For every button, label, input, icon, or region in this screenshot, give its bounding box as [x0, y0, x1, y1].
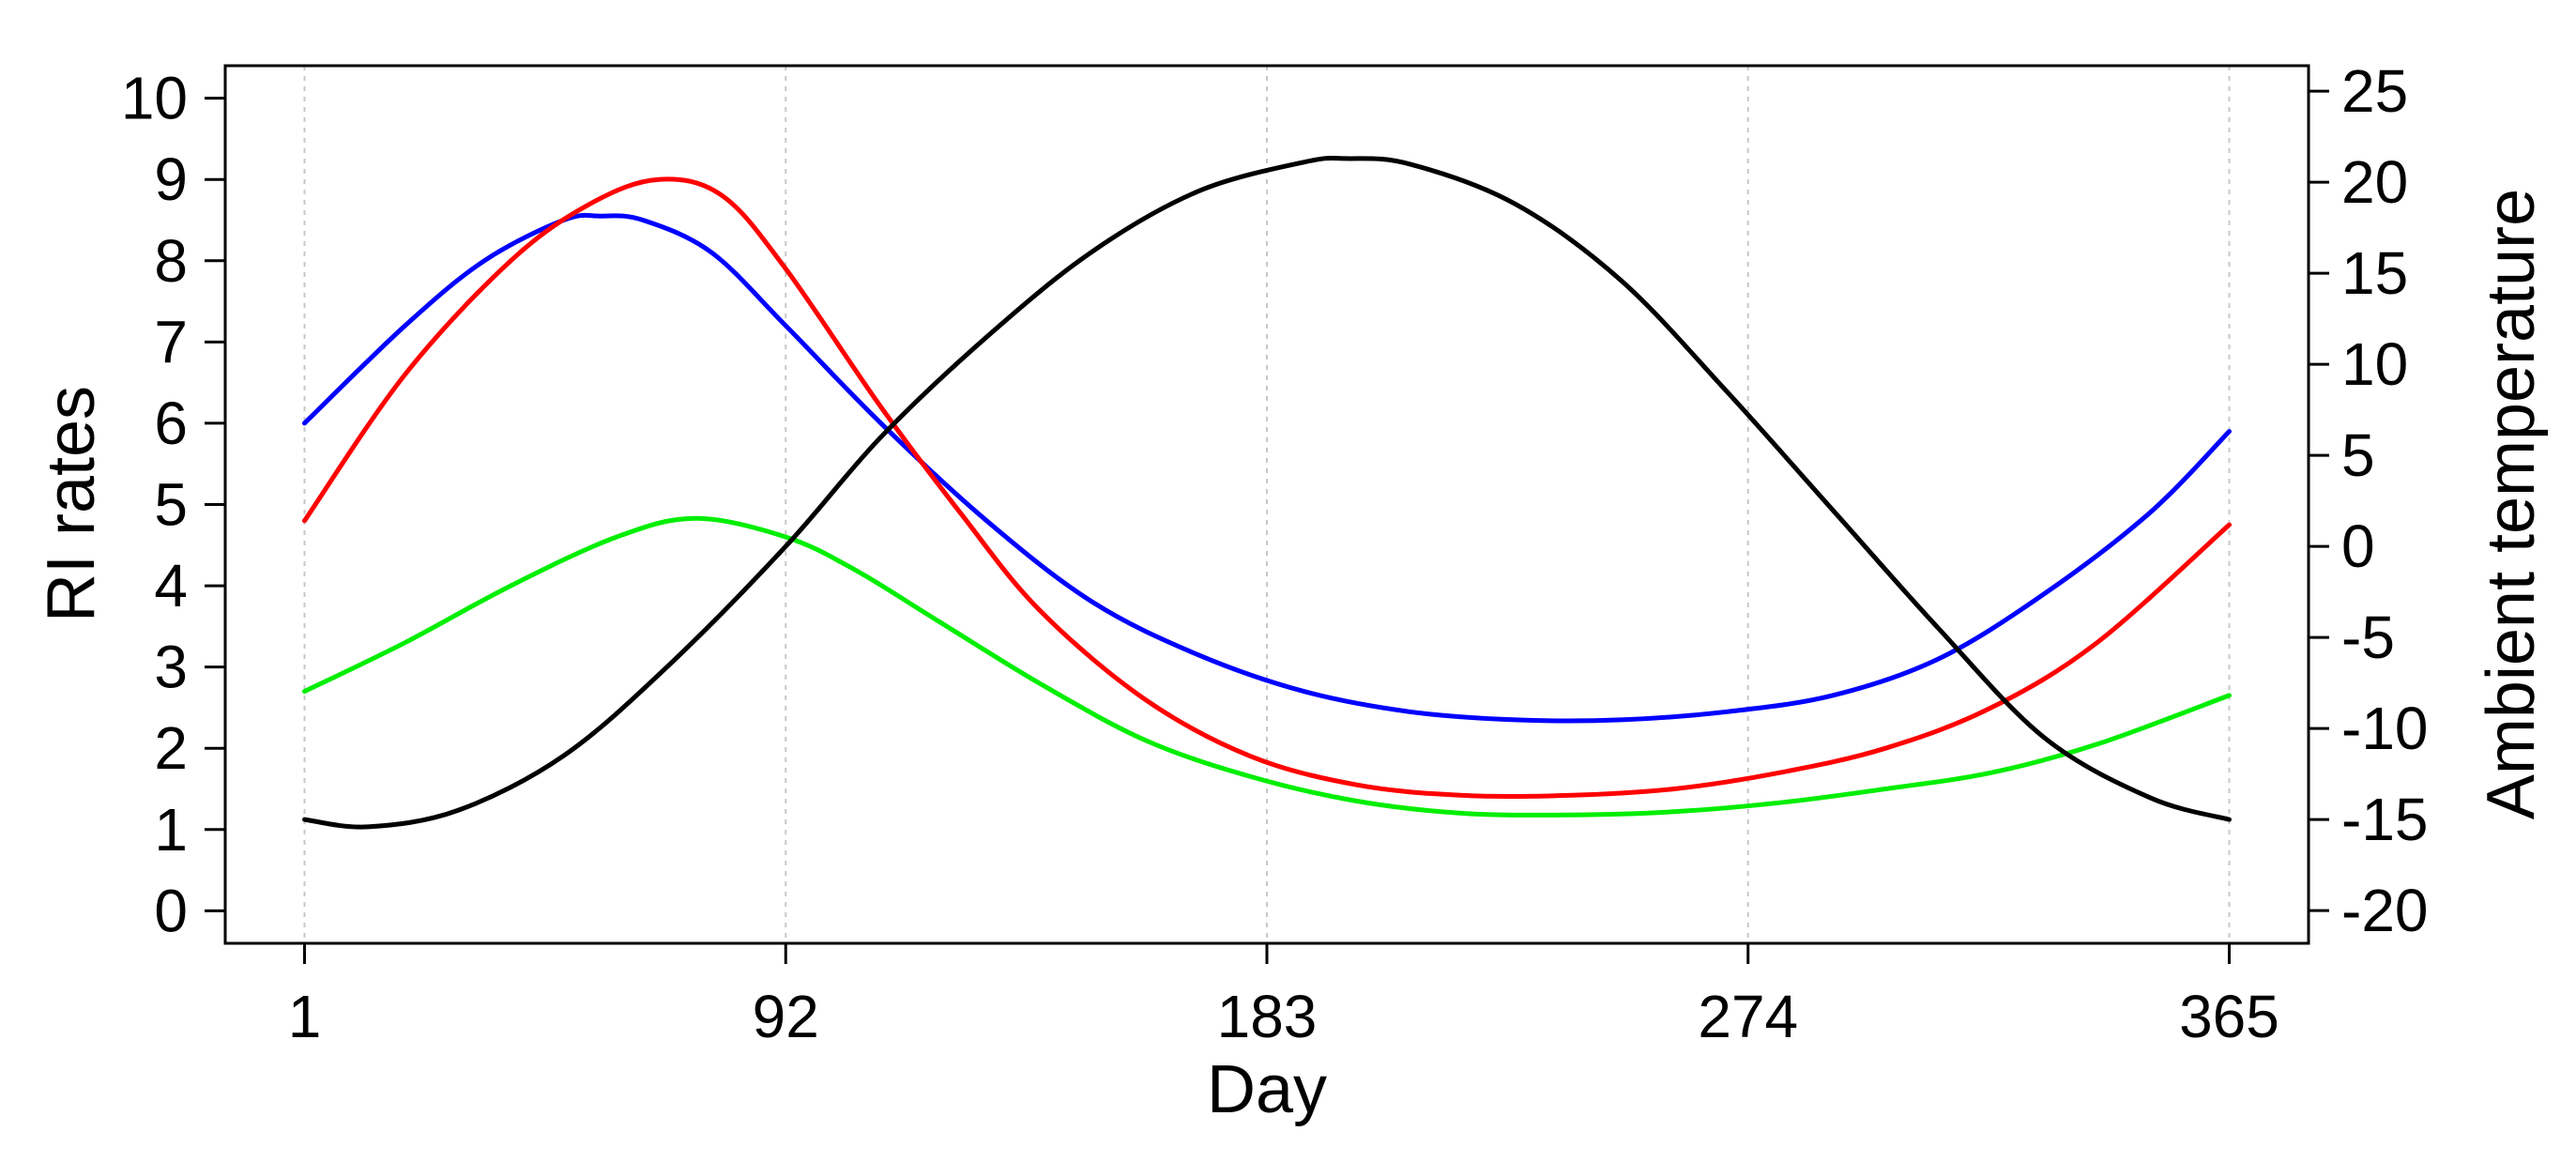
- x-tick-label: 1: [288, 983, 322, 1050]
- y-tick-label: 6: [154, 390, 188, 457]
- y2-tick-label: -15: [2341, 786, 2429, 853]
- y-tick-label: 7: [154, 308, 188, 375]
- y2-tick-label: -20: [2341, 877, 2429, 944]
- y-tick-label: 0: [154, 877, 188, 944]
- y2-tick-label: 5: [2341, 421, 2375, 489]
- x-tick-label: 365: [2179, 983, 2279, 1050]
- y2-tick-label: 15: [2341, 239, 2408, 307]
- y-tick-label: 8: [154, 227, 188, 295]
- series-line: [302, 176, 2232, 800]
- y2-tick-label: 0: [2341, 512, 2375, 580]
- y-axis-title: RI rates: [34, 386, 109, 622]
- x-tick-label: 274: [1698, 983, 1798, 1050]
- y2-tick-label: 25: [2341, 57, 2408, 125]
- y-tick-label: 10: [121, 65, 188, 132]
- y2-tick-label: 10: [2341, 330, 2408, 398]
- y-tick-label: 3: [154, 634, 188, 701]
- series-line: [302, 515, 2232, 818]
- x-axis-title: Day: [1207, 1052, 1327, 1127]
- y-tick-label: 4: [154, 552, 188, 619]
- y2-axis-title: Ambient temperature: [2474, 189, 2549, 819]
- y-tick-label: 1: [154, 796, 188, 864]
- y-tick-label: 5: [154, 471, 188, 539]
- series-line: [302, 212, 2232, 724]
- x-tick-label: 92: [753, 983, 819, 1050]
- axis-layer: 0 1 2 3 4 5 6 7 8 9 10 -20 -15 -10 -5 0 5 10 15 20 25 1 92 183 2…: [121, 57, 2429, 1050]
- x-tick-label: 183: [1217, 983, 1318, 1050]
- grid-layer: [303, 66, 2231, 943]
- y2-tick-label: -5: [2341, 604, 2395, 671]
- y-tick-label: 2: [154, 714, 188, 782]
- y2-tick-label: -10: [2341, 695, 2429, 762]
- y2-tick-label: 20: [2341, 148, 2408, 216]
- y-tick-label: 9: [154, 145, 188, 213]
- series-line: [302, 155, 2232, 830]
- series-layer: [302, 155, 2232, 830]
